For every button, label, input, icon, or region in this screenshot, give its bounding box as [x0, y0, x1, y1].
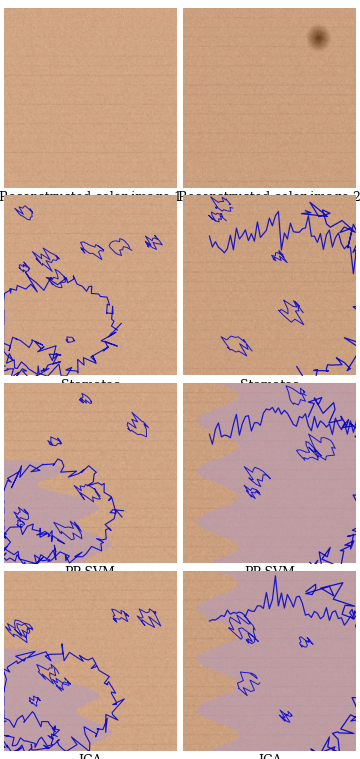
X-axis label: Reconstructed color image 1: Reconstructed color image 1 [0, 191, 181, 204]
X-axis label: ICA: ICA [78, 754, 102, 759]
X-axis label: PP-SVM: PP-SVM [244, 566, 295, 579]
X-axis label: Reconstructed color image 2: Reconstructed color image 2 [179, 191, 360, 204]
X-axis label: Stamatas: Stamatas [240, 379, 300, 392]
X-axis label: PP-SVM: PP-SVM [65, 566, 116, 579]
X-axis label: ICA: ICA [258, 754, 282, 759]
X-axis label: Stamatas: Stamatas [60, 379, 120, 392]
